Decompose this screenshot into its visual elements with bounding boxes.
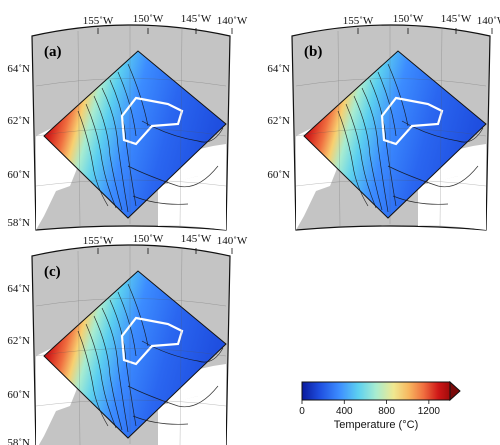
colorbar-tick-label: 0 [299,406,305,417]
map-shape [392,195,449,205]
panel-label: (a) [44,44,62,60]
map-shape [93,95,123,211]
map-shape [387,165,479,188]
map-shape [85,323,117,429]
map-shape [35,179,227,187]
map-shape [337,110,369,207]
lat-tick-label: 60˚N [7,389,30,401]
lon-tick-label: 150˚W [133,13,164,25]
lat-tick-label: 62˚N [7,115,30,127]
map-shape [132,195,189,205]
map-shape [35,298,227,307]
map-shape [439,27,443,227]
map-shape [361,87,389,213]
lat-tick-label: 64˚N [7,283,30,295]
map-shape [77,30,81,227]
lon-tick-label: 155˚W [343,15,374,27]
colorbar-title: Temperature (°C) [334,419,418,431]
map-shape [158,396,226,445]
map-shape [141,120,224,143]
map-shape [77,330,109,427]
map-shape [35,78,227,87]
map-shape [380,96,444,146]
map-shape [158,176,226,230]
map-shape [101,87,129,213]
lon-tick-label: 140˚W [217,15,248,27]
lon-tick-label: 140˚W [477,15,500,27]
colorbar-tick-label: 800 [378,406,395,417]
map-shape [179,27,183,227]
lat-tick-label: 62˚N [7,335,30,347]
lon-tick-label: 150˚W [393,13,424,25]
map-shape [120,96,184,146]
map-shape [295,179,487,187]
lat-tick-label: 60˚N [267,169,290,181]
map-shape [295,128,487,137]
map-shape [117,71,137,137]
map-shape [120,316,184,366]
lat-tick-label: 58˚N [7,437,30,445]
map-shape [127,165,219,188]
map-shape [117,291,137,357]
map-shape [127,63,149,127]
map-shape [179,247,183,445]
map-shape [377,71,397,137]
map-shape [418,176,486,230]
map-shape [127,283,149,347]
colorbar-tick-label: 1200 [418,406,441,417]
lat-tick-label: 60˚N [7,169,30,181]
lat-tick-label: 62˚N [267,115,290,127]
lat-tick-label: 58˚N [7,217,30,229]
colorbar-extend-arrow [449,380,461,402]
map-shape [387,63,409,127]
map-shape [77,250,81,445]
map-shape [345,103,377,209]
map-shape [77,110,109,207]
colorbar-tick-label: 400 [336,406,353,417]
map-shape [93,315,123,431]
map-shape [132,415,189,425]
map-shape [35,399,227,407]
map-shape [85,103,117,209]
colorbar-gradient [301,381,451,401]
lat-tick-label: 64˚N [267,63,290,75]
panel-label: (b) [304,44,322,60]
map-shape [337,30,341,227]
lon-tick-label: 155˚W [83,15,114,27]
lon-tick-label: 150˚W [133,233,164,245]
map-shape [35,128,227,137]
map-shape [353,95,383,211]
lon-tick-label: 145˚W [441,13,472,25]
lon-tick-label: 145˚W [181,233,212,245]
lon-tick-label: 140˚W [217,235,248,247]
panel-label: (c) [44,264,61,280]
lat-tick-label: 64˚N [7,63,30,75]
map-shape [141,340,224,363]
map-shape [101,307,129,433]
panel-a: (a) 155˚W 150˚W 145˚W 140˚W 64˚N 62˚N 60˚N 58˚N [7,13,248,231]
map-shape [401,120,484,143]
map-shape [127,385,219,408]
lon-tick-label: 145˚W [181,13,212,25]
panel-b: (b) 155˚W 150˚W 145˚W 140˚W 64˚N 62˚N 60˚N [267,13,500,231]
map-shape [35,348,227,357]
panel-c: (c) 155˚W 150˚W 145˚W 140˚W 64˚N 62˚N 60˚N 58˚N [7,233,248,445]
map-shape [295,78,487,87]
lon-tick-label: 155˚W [83,235,114,247]
